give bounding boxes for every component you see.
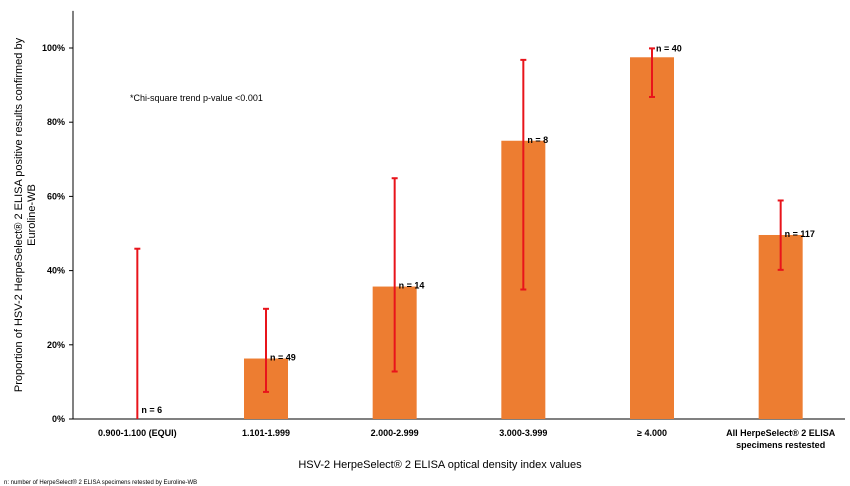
chart-axes <box>69 10 845 420</box>
n-label: n = 6 <box>141 405 162 415</box>
chi-square-annotation: *Chi-square trend p-value <0.001 <box>130 93 263 103</box>
y-axis-title-line-2: Euroline-WB <box>26 184 38 246</box>
category-label: 2.000-2.999 <box>371 428 419 438</box>
category-label: 1.101-1.999 <box>242 428 290 438</box>
y-tick-labels: 0% 20% 40% 60% 80% 100% <box>42 43 65 424</box>
y-tick-label: 0% <box>52 414 65 424</box>
bar <box>630 57 674 420</box>
n-label: n = 40 <box>656 43 682 53</box>
category-label: specimens restested <box>736 440 825 450</box>
y-axis-title-line-1: Proportion of HSV-2 HerpeSelect® 2 ELISA… <box>13 37 25 392</box>
n-label: n = 117 <box>785 229 815 239</box>
y-tick-label: 60% <box>47 191 65 201</box>
error-bars-group <box>134 47 784 419</box>
category-label: 3.000-3.999 <box>499 428 547 438</box>
y-tick-label: 80% <box>47 117 65 127</box>
category-label: ≥ 4.000 <box>637 428 667 438</box>
category-label: All HerpeSelect® 2 ELISA <box>726 428 836 438</box>
y-tick-label: 40% <box>47 266 65 276</box>
category-label: 0.900-1.100 (EQUI) <box>98 428 177 438</box>
category-labels: 0.900-1.100 (EQUI) 1.101-1.999 2.000-2.999… <box>98 428 836 450</box>
n-labels: n = 6 n = 49 n = 14 n = 8 n = 40 n = 117 <box>141 43 815 415</box>
n-label: n = 8 <box>527 135 548 145</box>
y-axis-title: Proportion of HSV-2 HerpeSelect® 2 ELISA… <box>13 37 38 392</box>
footnote: n: number of HerpeSelect® 2 ELISA specim… <box>4 479 197 486</box>
n-label: n = 49 <box>270 353 296 363</box>
y-tick-label: 20% <box>47 340 65 350</box>
x-axis-title: HSV-2 HerpeSelect® 2 ELISA optical densi… <box>298 459 582 471</box>
y-tick-label: 100% <box>42 43 65 53</box>
n-label: n = 14 <box>399 281 425 291</box>
